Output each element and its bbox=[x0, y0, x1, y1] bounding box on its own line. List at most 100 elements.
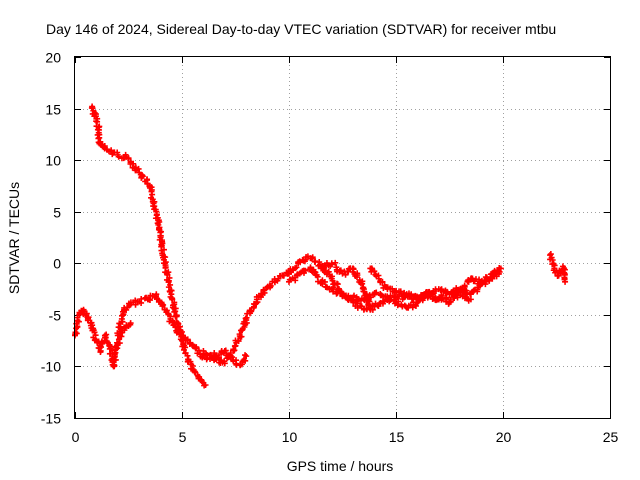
marker-fill bbox=[486, 277, 493, 284]
marker-fill bbox=[156, 224, 163, 231]
marker-fill bbox=[165, 284, 172, 291]
data-point bbox=[360, 306, 367, 313]
data-point bbox=[153, 291, 160, 298]
data-point bbox=[551, 265, 558, 272]
marker-fill bbox=[353, 274, 360, 281]
data-point bbox=[339, 293, 346, 300]
marker-fill bbox=[398, 301, 405, 308]
marker-fill bbox=[184, 336, 191, 343]
marker-fill bbox=[280, 272, 287, 279]
axis-ticks: 0 5 10 15 20 25 -15 -10 -5 0 5 10 15 20 bbox=[41, 50, 619, 446]
y-tick-label: 0 bbox=[53, 256, 61, 272]
plot-frame bbox=[74, 56, 611, 419]
data-point bbox=[97, 347, 104, 354]
y-axis-label: SDTVAR / TECUs bbox=[6, 182, 22, 294]
data-point bbox=[185, 358, 192, 365]
marker-fill bbox=[236, 331, 243, 338]
data-point bbox=[89, 103, 96, 110]
data-point bbox=[146, 182, 153, 189]
marker-fill bbox=[293, 264, 300, 271]
series-7 bbox=[367, 265, 504, 302]
marker-fill bbox=[461, 283, 468, 290]
data-point bbox=[286, 278, 292, 285]
marker-fill bbox=[302, 267, 309, 274]
data-point bbox=[296, 258, 303, 265]
data-point bbox=[144, 296, 151, 303]
marker-fill bbox=[175, 327, 182, 334]
marker-fill bbox=[334, 281, 341, 288]
data-point bbox=[253, 296, 260, 303]
data-point bbox=[307, 265, 314, 272]
data-point bbox=[125, 155, 132, 162]
marker-fill bbox=[83, 310, 90, 317]
data-point bbox=[97, 141, 104, 148]
marker-fill bbox=[91, 329, 98, 336]
data-point bbox=[339, 270, 346, 277]
x-tick-label: 15 bbox=[389, 429, 405, 445]
series-2 bbox=[72, 306, 134, 370]
data-point bbox=[243, 353, 250, 360]
marker-fill bbox=[235, 337, 242, 344]
data-point bbox=[76, 311, 83, 318]
marker-fill bbox=[242, 352, 249, 359]
data-points bbox=[72, 103, 569, 389]
data-point bbox=[101, 332, 108, 339]
marker-fill bbox=[367, 294, 374, 301]
marker-fill bbox=[312, 258, 319, 265]
x-tick-label: 5 bbox=[179, 429, 187, 445]
y-tick-label: 15 bbox=[45, 102, 61, 118]
marker-fill bbox=[482, 278, 489, 285]
data-point bbox=[318, 278, 325, 285]
data-point bbox=[221, 360, 228, 367]
data-point bbox=[375, 275, 382, 282]
data-point bbox=[559, 263, 566, 270]
data-point bbox=[286, 270, 292, 277]
chart-title: Day 146 of 2024, Sidereal Day-to-day VTE… bbox=[46, 21, 556, 37]
data-point bbox=[414, 294, 421, 301]
marker-fill bbox=[342, 271, 349, 278]
data-point bbox=[170, 322, 177, 329]
data-point bbox=[328, 260, 335, 267]
marker-fill bbox=[227, 350, 234, 357]
data-point bbox=[264, 284, 271, 291]
marker-fill bbox=[261, 289, 268, 296]
data-point bbox=[497, 265, 504, 272]
marker-fill bbox=[463, 291, 470, 298]
marker-fill bbox=[474, 286, 481, 293]
y-tick-label: -10 bbox=[41, 359, 61, 375]
data-point bbox=[243, 317, 250, 324]
marker-fill bbox=[104, 339, 111, 346]
marker-fill bbox=[182, 349, 189, 356]
marker-fill bbox=[337, 267, 344, 274]
marker-fill bbox=[169, 295, 176, 302]
data-point bbox=[446, 299, 453, 306]
marker-fill bbox=[230, 346, 237, 353]
x-tick-label: 20 bbox=[496, 429, 512, 445]
y-tick-label: -15 bbox=[41, 411, 61, 427]
data-point bbox=[123, 322, 130, 329]
data-point bbox=[367, 265, 374, 272]
data-point bbox=[425, 291, 432, 298]
data-point bbox=[384, 286, 391, 293]
marker-fill bbox=[171, 308, 178, 315]
data-point bbox=[350, 294, 357, 301]
data-point bbox=[318, 265, 325, 272]
y-tick-label: 20 bbox=[45, 50, 61, 66]
data-point bbox=[200, 347, 207, 354]
marker-fill bbox=[379, 279, 386, 286]
data-point bbox=[489, 275, 496, 282]
data-point bbox=[198, 376, 205, 383]
data-point bbox=[93, 337, 100, 344]
data-point bbox=[221, 347, 228, 354]
y-tick-label: 10 bbox=[45, 153, 61, 169]
marker-fill bbox=[387, 296, 394, 303]
data-point bbox=[114, 340, 121, 347]
data-point bbox=[157, 234, 164, 241]
marker-fill bbox=[139, 173, 146, 180]
data-point bbox=[104, 146, 111, 153]
data-point bbox=[435, 296, 442, 303]
data-point bbox=[202, 381, 209, 388]
data-point bbox=[230, 358, 237, 365]
data-point bbox=[478, 280, 485, 287]
